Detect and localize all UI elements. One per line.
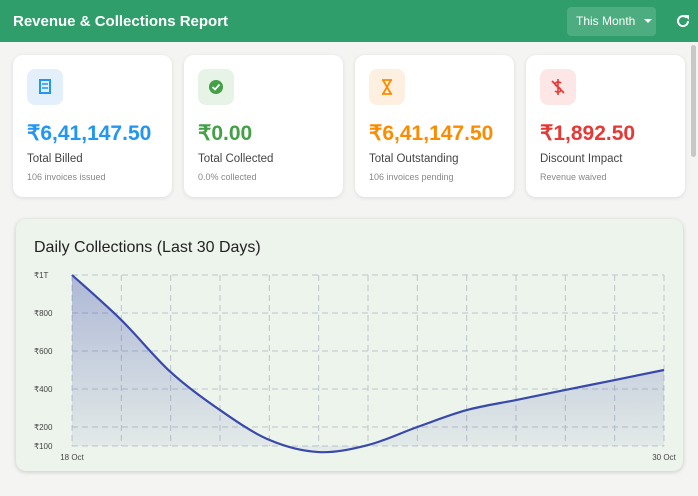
card-label: Total Billed: [27, 153, 83, 165]
x-tick-label: 30 Oct: [652, 453, 676, 462]
card: ₹6,41,147.50 Total Billed 106 invoices i…: [13, 55, 172, 197]
chart: Daily Collections (Last 30 Days) ₹100 ₹20…: [34, 239, 677, 462]
card: ₹1,892.50 Discount Impact Revenue waived: [526, 55, 685, 197]
chart-panel: Daily Collections (Last 30 Days) ₹100 ₹20…: [16, 219, 683, 471]
y-tick-label: ₹600: [34, 347, 53, 356]
line: [71, 274, 665, 454]
y-tick-label: ₹200: [34, 423, 53, 432]
card-note: 106 invoices pending: [369, 172, 454, 182]
header-title: Revenue & Collections Report: [13, 13, 229, 30]
card-value: ₹6,41,147.50: [369, 122, 494, 145]
card-note: 0.0% collected: [198, 172, 257, 182]
card-value: ₹6,41,147.50: [27, 122, 152, 145]
line-area: [72, 275, 664, 453]
card-label: Discount Impact: [540, 153, 623, 165]
period-label: This Month: [576, 14, 636, 28]
dropdown-caret: [643, 19, 652, 23]
card-label: Total Outstanding: [369, 153, 459, 165]
y-tick-label: ₹1T: [34, 271, 49, 280]
y-tick-label: ₹400: [34, 385, 53, 394]
card-note: Revenue waived: [540, 172, 607, 182]
y-tick-label: ₹800: [34, 309, 53, 318]
card-icon: [540, 69, 576, 105]
y-tick-label: ₹100: [34, 442, 53, 451]
refresh-button[interactable]: [674, 12, 692, 30]
card-value: ₹1,892.50: [540, 122, 636, 145]
card-icon: [369, 69, 405, 105]
card-note: 106 invoices issued: [27, 172, 106, 182]
x-tick-label: 18 Oct: [60, 453, 84, 462]
card: ₹0.00 Total Collected 0.0% collected: [184, 55, 343, 197]
card-value: ₹0.00: [198, 122, 253, 145]
card: ₹6,41,147.50 Total Outstanding 106 invoi…: [355, 55, 514, 197]
card-label: Total Collected: [198, 153, 274, 165]
card-icon: [198, 69, 234, 105]
scrollbar[interactable]: [691, 45, 696, 157]
chart-title: Daily Collections (Last 30 Days): [34, 239, 261, 256]
card-icon: [27, 69, 63, 105]
period-dropdown[interactable]: This Month: [567, 7, 656, 36]
header: Revenue & Collections Report This Month: [0, 0, 698, 42]
